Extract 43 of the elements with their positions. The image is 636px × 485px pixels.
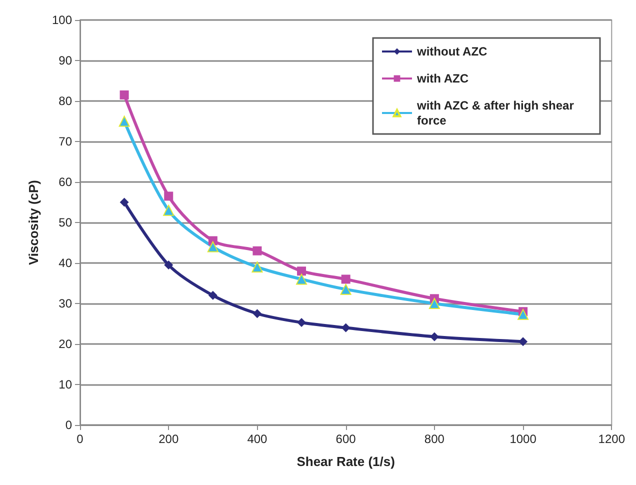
point	[120, 90, 129, 100]
x-tick-label: 600	[336, 432, 356, 446]
y-tick-label: 80	[58, 94, 72, 108]
point	[341, 323, 350, 332]
point	[164, 192, 174, 201]
point	[252, 262, 263, 273]
point	[163, 204, 174, 216]
x-axis-title: Shear Rate (1/s)	[296, 454, 395, 469]
point	[340, 284, 352, 295]
x-tick-label: 1200	[598, 432, 626, 446]
y-tick-label: 50	[58, 216, 72, 230]
point	[428, 298, 440, 309]
y-tick-label: 0	[65, 418, 72, 432]
point	[164, 260, 174, 270]
point	[207, 241, 218, 252]
x-tick-label: 400	[247, 432, 268, 446]
point	[118, 116, 130, 127]
legend-label: with AZC	[416, 72, 469, 86]
y-tick-label: 60	[58, 175, 72, 189]
point	[252, 309, 262, 318]
x-tick-label: 200	[158, 432, 179, 446]
legend-label: with AZC & after high shear force	[416, 98, 578, 128]
point	[518, 308, 529, 320]
y-tick-label: 30	[58, 296, 72, 310]
point	[297, 266, 306, 276]
point	[297, 318, 306, 328]
y-axis-title: Viscosity (cP)	[26, 180, 41, 266]
point	[518, 337, 528, 346]
x-tick-label: 0	[76, 432, 84, 446]
x-tick-label: 800	[424, 432, 445, 446]
y-tick-label: 70	[58, 134, 72, 148]
y-tick-label: 100	[52, 13, 72, 27]
legend-label: without AZC	[416, 44, 488, 58]
point	[296, 274, 308, 285]
point	[252, 246, 262, 256]
x-tick-label: 1000	[510, 432, 537, 446]
point	[341, 274, 350, 284]
point	[120, 198, 129, 207]
y-tick-label: 90	[58, 54, 72, 68]
y-tick-label: 20	[58, 337, 72, 351]
y-tick-label: 40	[58, 256, 72, 270]
y-tick-label: 10	[58, 378, 72, 392]
point	[208, 290, 218, 300]
